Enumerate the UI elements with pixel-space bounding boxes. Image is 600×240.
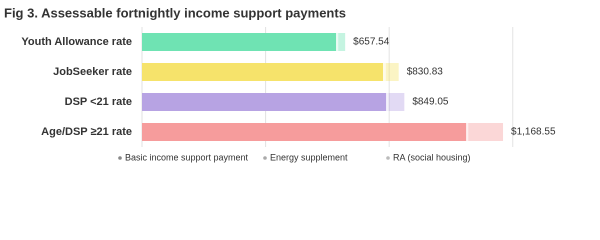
total-label: $657.54 [353,37,390,48]
total-label: $849.05 [412,97,449,108]
bar-segment [388,93,405,111]
category-label: Age/DSP ≥21 rate [41,126,132,138]
bar-segment [382,63,386,81]
bar-segment [385,63,399,81]
category-label: Youth Allowance rate [21,36,132,48]
bar-segment [386,93,389,111]
total-label: $830.83 [407,67,444,78]
page: Fig 3. Assessable fortnightly income sup… [4,5,556,163]
category-label: DSP <21 rate [65,96,132,108]
chart: Fig 3. Assessable fortnightly income sup… [4,5,556,162]
bar-segment [466,123,469,141]
bar-segment [338,33,346,51]
category-label: JobSeeker rate [53,66,132,78]
chart-title: Fig 3. Assessable fortnightly income sup… [4,5,346,20]
bar-segment [468,123,504,141]
legend-label: Basic income support payment [125,152,249,162]
legend-marker [263,156,267,160]
bar-segment [142,63,383,81]
total-label: $1,168.55 [511,127,556,138]
bar-segment [142,123,467,141]
legend-label: RA (social housing) [393,152,471,162]
legend-marker [386,156,390,160]
bar-segment [142,33,337,51]
legend-marker [118,156,122,160]
legend-label: Energy supplement [270,152,348,162]
bar-segment [336,33,339,51]
bar-segment [142,93,387,111]
